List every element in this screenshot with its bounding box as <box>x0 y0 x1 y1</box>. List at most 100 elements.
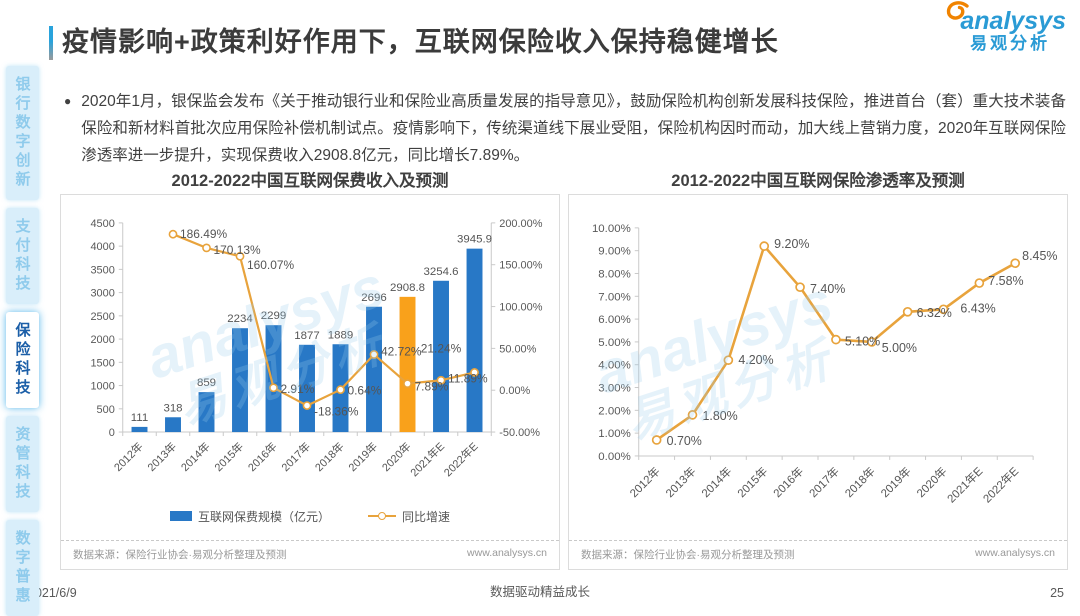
left-chart-legend: 互联网保费规模（亿元） 同比增速 <box>61 508 559 525</box>
bar-swatch-icon <box>169 511 192 522</box>
footer-date: 2021/6/9 <box>28 586 77 600</box>
svg-text:21.24%: 21.24% <box>421 342 462 356</box>
svg-text:2.00%: 2.00% <box>598 405 630 417</box>
sidebar-item-4[interactable]: 资管科技 <box>5 416 39 512</box>
svg-text:186.49%: 186.49% <box>180 227 228 241</box>
svg-text:5.00%: 5.00% <box>882 341 917 355</box>
analysys-logo-cn: 易观分析 <box>970 34 1051 54</box>
svg-text:2016年: 2016年 <box>770 464 806 500</box>
svg-text:2299: 2299 <box>261 310 286 322</box>
svg-text:4000: 4000 <box>90 241 114 253</box>
svg-text:2013年: 2013年 <box>144 439 179 474</box>
svg-text:1889: 1889 <box>328 329 353 341</box>
svg-text:170.13%: 170.13% <box>213 243 261 257</box>
svg-text:2234: 2234 <box>227 313 253 325</box>
svg-text:0: 0 <box>109 427 115 439</box>
sidebar-item-2[interactable]: 支付科技 <box>5 208 39 304</box>
svg-text:7.58%: 7.58% <box>988 274 1023 288</box>
svg-text:500: 500 <box>97 404 115 416</box>
svg-text:7.40%: 7.40% <box>810 282 845 296</box>
title-accent-bar <box>49 26 53 60</box>
analysys-logo-swirl-icon <box>947 1 970 20</box>
sidebar-item-5[interactable]: 数字普惠 <box>5 520 39 616</box>
legend-line-label: 同比增速 <box>402 509 451 524</box>
svg-text:2018年: 2018年 <box>312 439 347 474</box>
legend-bar-label: 互联网保费规模（亿元） <box>197 509 330 524</box>
svg-text:1500: 1500 <box>90 357 114 369</box>
right-chart-title: 2012-2022中国互联网保险渗透率及预测 <box>671 172 965 190</box>
penetration-line-chart: 0.00% 1.00% 2.00% 3.00% 4.00% 5.00% 6.00% 7.00%… <box>592 223 1057 506</box>
left-chart-title: 2012-2022中国互联网保费收入及预测 <box>171 172 449 190</box>
analysys-logo: analysys 易观分析 <box>947 1 1066 54</box>
svg-text:-18.36%: -18.36% <box>314 405 359 419</box>
svg-text:4.20%: 4.20% <box>738 353 773 367</box>
svg-text:0.64%: 0.64% <box>347 384 381 398</box>
footer-slogan: 数据驱动精益成长 <box>489 585 590 599</box>
svg-text:1.00%: 1.00% <box>598 428 630 440</box>
svg-text:200.00%: 200.00% <box>499 218 542 230</box>
svg-text:4500: 4500 <box>90 218 114 230</box>
premium-income-combo-chart: 0 500 1000 1500 2000 2500 3000 3500 4000 4500 -50.… <box>90 218 542 479</box>
svg-text:2014年: 2014年 <box>698 464 734 500</box>
svg-text:4.00%: 4.00% <box>598 360 630 372</box>
svg-text:2016年: 2016年 <box>245 439 280 474</box>
svg-text:2017年: 2017年 <box>806 464 842 500</box>
svg-text:9.20%: 9.20% <box>774 237 809 251</box>
svg-text:3500: 3500 <box>90 264 114 276</box>
svg-text:859: 859 <box>197 377 216 389</box>
data-source-label: 数据来源：保险行业协会·易观分析整理及预测 <box>581 549 795 561</box>
svg-text:7.00%: 7.00% <box>598 291 630 303</box>
page-title: 疫情影响+政策利好作用下，互联网保险收入保持稳健增长 <box>62 27 779 57</box>
bullet-icon: ● <box>64 94 72 108</box>
analysys-url: www.analysys.cn <box>975 547 1055 559</box>
svg-text:2013年: 2013年 <box>663 464 699 500</box>
legend-item-bar: 互联网保费规模（亿元） <box>169 508 330 525</box>
svg-text:2020年: 2020年 <box>379 439 414 474</box>
svg-text:-50.00%: -50.00% <box>499 427 540 439</box>
svg-text:0.70%: 0.70% <box>667 434 702 448</box>
svg-text:100.00%: 100.00% <box>499 302 542 314</box>
svg-text:111: 111 <box>131 412 148 424</box>
sidebar-item-3[interactable]: 保险科技 <box>5 312 39 408</box>
data-source-label: 数据来源：保险行业协会·易观分析整理及预测 <box>73 549 287 561</box>
svg-text:2015年: 2015年 <box>734 464 770 500</box>
chart-titles-row: 2012-2022中国互联网保费收入及预测 2012-2022中国互联网保险渗透… <box>60 167 1068 191</box>
svg-text:2696: 2696 <box>361 292 386 304</box>
svg-text:2908.8: 2908.8 <box>390 282 425 294</box>
analysys-url: www.analysys.cn <box>467 547 547 559</box>
svg-text:2500: 2500 <box>90 311 114 323</box>
penetration-chart-panel: analysys 易观分析 0.00% 1.00% 2.00% 3.00% 4.00% 5… <box>568 194 1068 570</box>
svg-text:2017年: 2017年 <box>278 439 313 474</box>
svg-text:2014年: 2014年 <box>178 439 213 474</box>
svg-text:3254.6: 3254.6 <box>424 266 459 278</box>
premium-income-chart-panel: analysys 易观分析 0 500 1000 1500 2000 2500 3000 35… <box>60 194 560 570</box>
svg-text:42.72%: 42.72% <box>381 344 422 358</box>
svg-text:160.07%: 160.07% <box>247 258 295 272</box>
svg-text:1.80%: 1.80% <box>702 409 737 423</box>
svg-text:2022年E: 2022年E <box>441 439 481 479</box>
svg-text:3.00%: 3.00% <box>598 383 630 395</box>
right-source-row: 数据来源：保险行业协会·易观分析整理及预测 www.analysys.cn <box>569 540 1067 569</box>
analysys-logo-text: analysys <box>960 7 1066 35</box>
svg-text:10.00%: 10.00% <box>592 223 631 235</box>
svg-text:2020年: 2020年 <box>914 464 950 500</box>
svg-text:1877: 1877 <box>294 330 319 342</box>
legend-item-line: 同比增速 <box>368 508 450 525</box>
svg-text:2019年: 2019年 <box>878 464 914 500</box>
svg-text:5.10%: 5.10% <box>845 335 880 349</box>
sidebar-item-1[interactable]: 银行数字创新 <box>5 66 39 200</box>
svg-text:6.00%: 6.00% <box>598 314 630 326</box>
svg-text:2022年E: 2022年E <box>980 464 1022 506</box>
svg-text:0.00%: 0.00% <box>598 451 630 463</box>
summary-text: 2020年1月，银保监会发布《关于推动银行业和保险业高质量发展的指导意见》，鼓励… <box>81 93 1066 164</box>
svg-text:6.43%: 6.43% <box>960 301 995 315</box>
analysys-logo-brand: analysys <box>947 1 1066 35</box>
sidebar: 银行数字创新支付科技保险科技资管科技数字普惠 <box>3 66 41 616</box>
svg-text:2000: 2000 <box>90 334 114 346</box>
svg-text:3945.9: 3945.9 <box>457 234 492 246</box>
svg-text:8.45%: 8.45% <box>1022 249 1057 263</box>
svg-text:1000: 1000 <box>90 381 114 393</box>
svg-text:2018年: 2018年 <box>842 464 878 500</box>
svg-text:50.00%: 50.00% <box>499 343 536 355</box>
footer-page-number: 25 <box>1050 586 1064 600</box>
